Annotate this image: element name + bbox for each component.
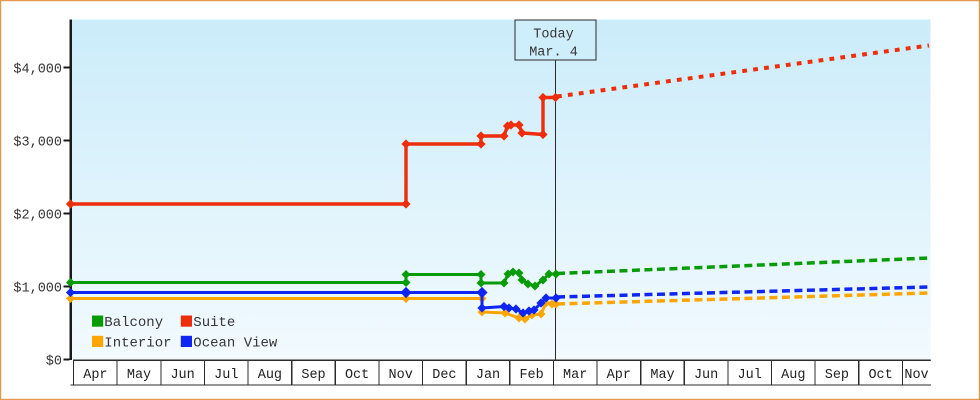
svg-text:Oct: Oct <box>345 368 369 383</box>
svg-text:Ocean View: Ocean View <box>193 336 278 352</box>
svg-text:Aug: Aug <box>258 368 282 383</box>
svg-text:Jun: Jun <box>170 368 194 383</box>
svg-text:$0: $0 <box>46 355 62 370</box>
svg-text:Today: Today <box>533 28 574 43</box>
svg-text:Jul: Jul <box>214 368 238 383</box>
svg-text:Jun: Jun <box>694 368 718 383</box>
svg-text:Apr: Apr <box>83 368 107 383</box>
svg-text:$4,000: $4,000 <box>13 62 62 77</box>
svg-text:Suite: Suite <box>193 315 235 331</box>
svg-text:Apr: Apr <box>607 368 631 383</box>
svg-text:May: May <box>127 368 151 383</box>
svg-text:$2,000: $2,000 <box>13 208 62 223</box>
svg-text:Dec: Dec <box>432 368 456 383</box>
svg-text:Aug: Aug <box>781 368 805 383</box>
svg-text:Sep: Sep <box>825 368 849 383</box>
svg-text:Jul: Jul <box>738 368 762 383</box>
svg-text:Feb: Feb <box>519 368 543 383</box>
svg-text:Mar. 4: Mar. 4 <box>529 45 578 60</box>
svg-text:Interior: Interior <box>104 336 171 352</box>
svg-text:$1,000: $1,000 <box>13 281 62 296</box>
svg-text:Balcony: Balcony <box>104 315 163 331</box>
svg-text:Mar: Mar <box>563 368 587 383</box>
svg-text:Nov: Nov <box>389 368 413 383</box>
svg-text:May: May <box>650 368 674 383</box>
svg-text:Oct: Oct <box>868 368 892 383</box>
svg-text:Jan: Jan <box>476 368 500 383</box>
svg-text:$3,000: $3,000 <box>13 135 62 150</box>
svg-text:Nov: Nov <box>904 368 928 383</box>
svg-text:Sep: Sep <box>301 368 325 383</box>
